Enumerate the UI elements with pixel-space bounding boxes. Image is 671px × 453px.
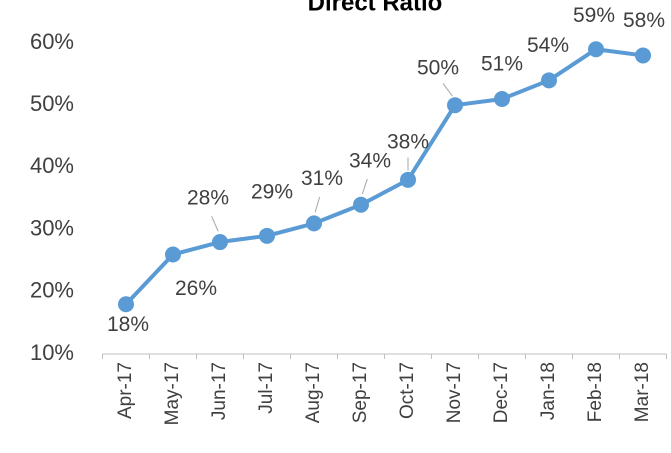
marker	[447, 97, 463, 114]
x-tick-label: Mar-18	[632, 362, 653, 422]
marker	[588, 41, 604, 58]
y-tick-label: 10%	[30, 340, 74, 365]
leader-line	[442, 83, 453, 97]
leader-line	[314, 196, 321, 213]
x-tick-label: Dec-17	[491, 362, 512, 423]
data-label: 38%	[387, 130, 429, 153]
chart-title: Direct Ratio	[308, 0, 443, 16]
x-tick-label: Jul-17	[256, 362, 277, 414]
series-line	[124, 47, 644, 306]
y-tick-label: 40%	[30, 153, 74, 178]
x-tick-label: Jun-17	[209, 362, 230, 420]
marker	[118, 296, 134, 313]
data-label: 28%	[187, 187, 229, 210]
leader-line	[361, 178, 368, 195]
x-tick-label: Nov-17	[444, 362, 465, 423]
data-label: 34%	[349, 149, 391, 172]
marker	[494, 90, 510, 107]
data-label: 18%	[107, 313, 149, 336]
y-tick-label: 50%	[30, 91, 74, 116]
x-tick-label: Feb-18	[585, 362, 606, 422]
x-tick-label: Sep-17	[350, 362, 371, 423]
marker	[400, 171, 416, 188]
marker	[635, 47, 651, 64]
marker	[306, 215, 322, 232]
x-tick-label: Aug-17	[303, 362, 324, 423]
data-label: 54%	[527, 34, 569, 57]
data-label: 58%	[623, 9, 665, 32]
data-label: 29%	[251, 180, 293, 203]
marker	[212, 234, 228, 251]
marker	[259, 227, 275, 244]
x-tick-label: Oct-17	[397, 362, 418, 419]
x-tick-label: May-17	[162, 362, 183, 425]
data-label: 50%	[417, 57, 459, 80]
y-tick-label: 30%	[30, 215, 74, 240]
marker	[541, 72, 557, 89]
data-label: 31%	[301, 167, 343, 190]
y-tick-label: 20%	[30, 278, 74, 303]
marker	[165, 246, 181, 263]
marker	[353, 196, 369, 213]
y-tick-label: 60%	[30, 29, 74, 54]
x-tick-label: Apr-17	[115, 362, 136, 419]
data-label: 59%	[573, 4, 615, 27]
data-label: 26%	[175, 277, 217, 300]
data-label: 51%	[481, 53, 523, 76]
leader-line	[211, 216, 219, 232]
x-tick-label: Jan-18	[538, 362, 559, 420]
